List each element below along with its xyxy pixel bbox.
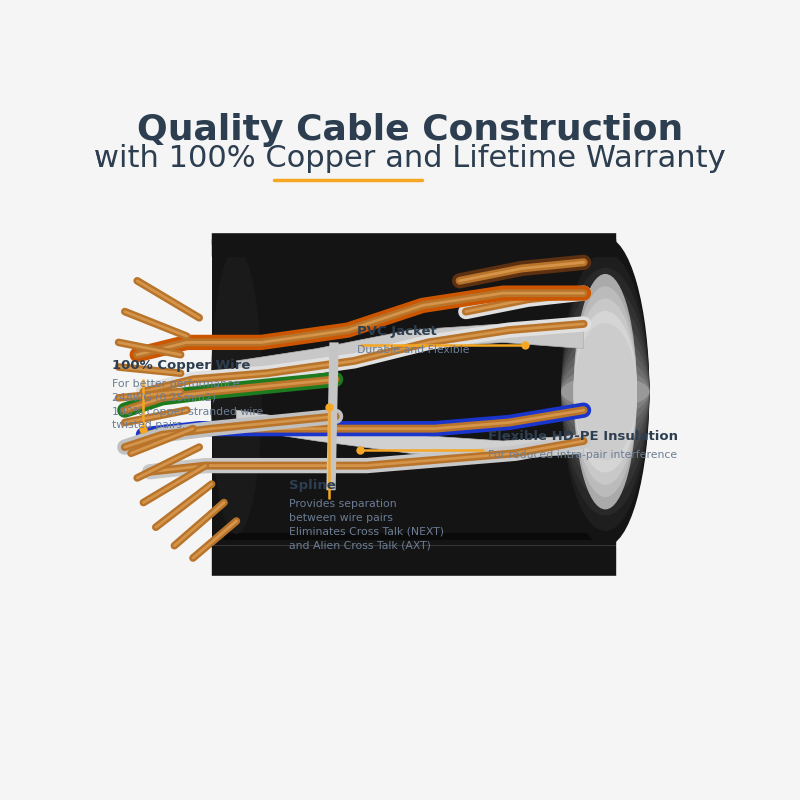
Ellipse shape (562, 314, 649, 469)
Polygon shape (326, 342, 338, 490)
Ellipse shape (562, 376, 649, 407)
Polygon shape (237, 324, 584, 379)
Text: with 100% Copper and Lifetime Warranty: with 100% Copper and Lifetime Warranty (94, 144, 726, 174)
Ellipse shape (562, 299, 649, 484)
Ellipse shape (574, 324, 636, 459)
Ellipse shape (562, 330, 649, 454)
Text: Flexible HD-PE Insulation: Flexible HD-PE Insulation (487, 430, 678, 443)
Ellipse shape (562, 253, 649, 530)
Polygon shape (100, 194, 720, 231)
Text: Durable and Flexible: Durable and Flexible (358, 346, 470, 355)
Ellipse shape (562, 354, 649, 429)
Polygon shape (237, 410, 584, 459)
Text: For reduced intra-pair interference: For reduced intra-pair interference (487, 450, 677, 460)
Ellipse shape (562, 269, 649, 515)
Polygon shape (100, 577, 720, 632)
Ellipse shape (211, 250, 261, 534)
Ellipse shape (574, 311, 636, 472)
Polygon shape (100, 546, 720, 712)
Polygon shape (211, 231, 614, 256)
Ellipse shape (562, 367, 649, 416)
Text: Spline: Spline (289, 479, 336, 492)
Polygon shape (211, 201, 614, 244)
Text: 100% Copper Wire: 100% Copper Wire (112, 359, 250, 372)
Ellipse shape (574, 287, 636, 496)
Ellipse shape (562, 238, 649, 546)
Text: Quality Cable Construction: Quality Cable Construction (137, 113, 683, 147)
Polygon shape (211, 546, 614, 589)
Text: Quality Cable Construction: Quality Cable Construction (137, 113, 683, 147)
Polygon shape (100, 96, 720, 194)
Text: with 100% Copper and Lifetime Warranty: with 100% Copper and Lifetime Warranty (94, 144, 726, 174)
Text: PVC Jacket: PVC Jacket (358, 325, 437, 338)
Ellipse shape (574, 299, 636, 484)
Text: For better performance
24AWG (0.25mm2)
100% copper stranded wire
twisted pairs.: For better performance 24AWG (0.25mm2) 1… (112, 379, 264, 430)
Polygon shape (211, 244, 608, 539)
Ellipse shape (562, 284, 649, 499)
Ellipse shape (574, 274, 636, 509)
Polygon shape (224, 534, 608, 558)
Polygon shape (211, 539, 614, 558)
Text: Provides separation
between wire pairs
Eliminates Cross Talk (NEXT)
and Alien Cr: Provides separation between wire pairs E… (289, 499, 444, 550)
Polygon shape (224, 238, 608, 256)
Ellipse shape (562, 342, 649, 441)
Polygon shape (100, 96, 720, 238)
